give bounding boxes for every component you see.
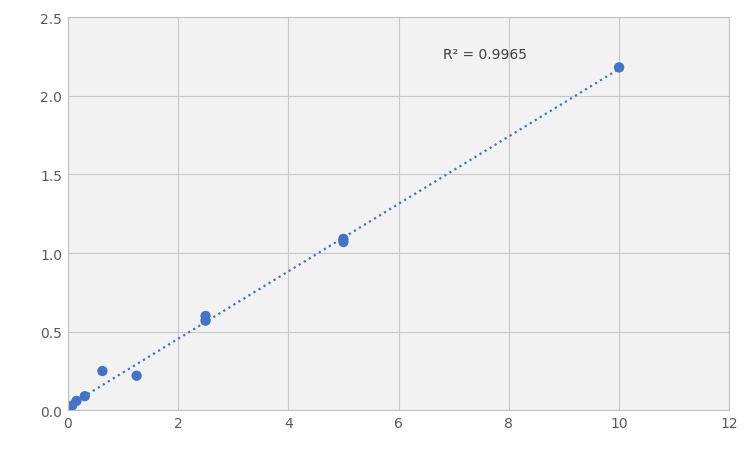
Point xyxy=(199,313,211,320)
Point xyxy=(199,318,211,325)
Point xyxy=(71,397,83,405)
Point xyxy=(62,407,74,414)
Point xyxy=(338,239,350,246)
Point xyxy=(338,236,350,243)
Point xyxy=(79,393,91,400)
Point xyxy=(66,402,78,410)
Point xyxy=(131,372,143,379)
Text: R² = 0.9965: R² = 0.9965 xyxy=(443,48,526,62)
Point xyxy=(96,368,108,375)
Point xyxy=(613,64,625,72)
